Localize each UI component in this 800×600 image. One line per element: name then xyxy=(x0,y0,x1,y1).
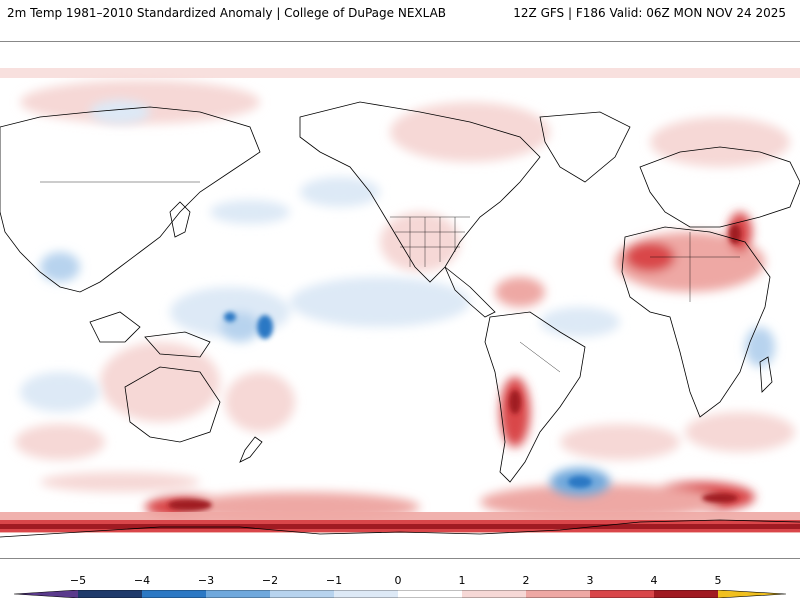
colorbar-segment xyxy=(270,590,334,598)
colorbar-tick-label: 0 xyxy=(394,574,402,587)
colorbar-tick-label: −3 xyxy=(197,574,215,587)
colorbar xyxy=(14,590,786,598)
colorbar-tick-label: 5 xyxy=(714,574,722,587)
colorbar-tick-label: 3 xyxy=(586,574,594,587)
colorbar-segment xyxy=(526,590,590,598)
political-boundaries xyxy=(40,181,740,373)
colorbar-below-min xyxy=(14,590,78,598)
colorbar-segment xyxy=(398,590,462,598)
colorbar-segment xyxy=(334,590,398,598)
colorbar-segment xyxy=(142,590,206,598)
colorbar-segment xyxy=(462,590,526,598)
colorbar-segment xyxy=(206,590,270,598)
colorbar-segment xyxy=(78,590,142,598)
colorbar-tick-label: 4 xyxy=(650,574,658,587)
warm-anomaly-regions xyxy=(15,80,795,522)
anomaly-map xyxy=(0,41,800,559)
world-map-svg xyxy=(0,42,800,558)
colorbar-segment xyxy=(654,590,718,598)
map-title: 2m Temp 1981–2010 Standardized Anomaly |… xyxy=(7,6,447,20)
colorbar-tick-label: −2 xyxy=(261,574,279,587)
colorbar-above-max xyxy=(718,590,786,598)
colorbar-segment xyxy=(590,590,654,598)
colorbar-tick-label: −5 xyxy=(69,574,87,587)
colorbar-tick-label: 2 xyxy=(522,574,530,587)
coastlines xyxy=(0,101,800,538)
colorbar-tick-label: −1 xyxy=(325,574,343,587)
model-run-info: 12Z GFS | F186 Valid: 06Z MON NOV 24 202… xyxy=(513,6,786,20)
colorbar-tick-label: −4 xyxy=(133,574,151,587)
colorbar-tick-label: 1 xyxy=(458,574,466,587)
